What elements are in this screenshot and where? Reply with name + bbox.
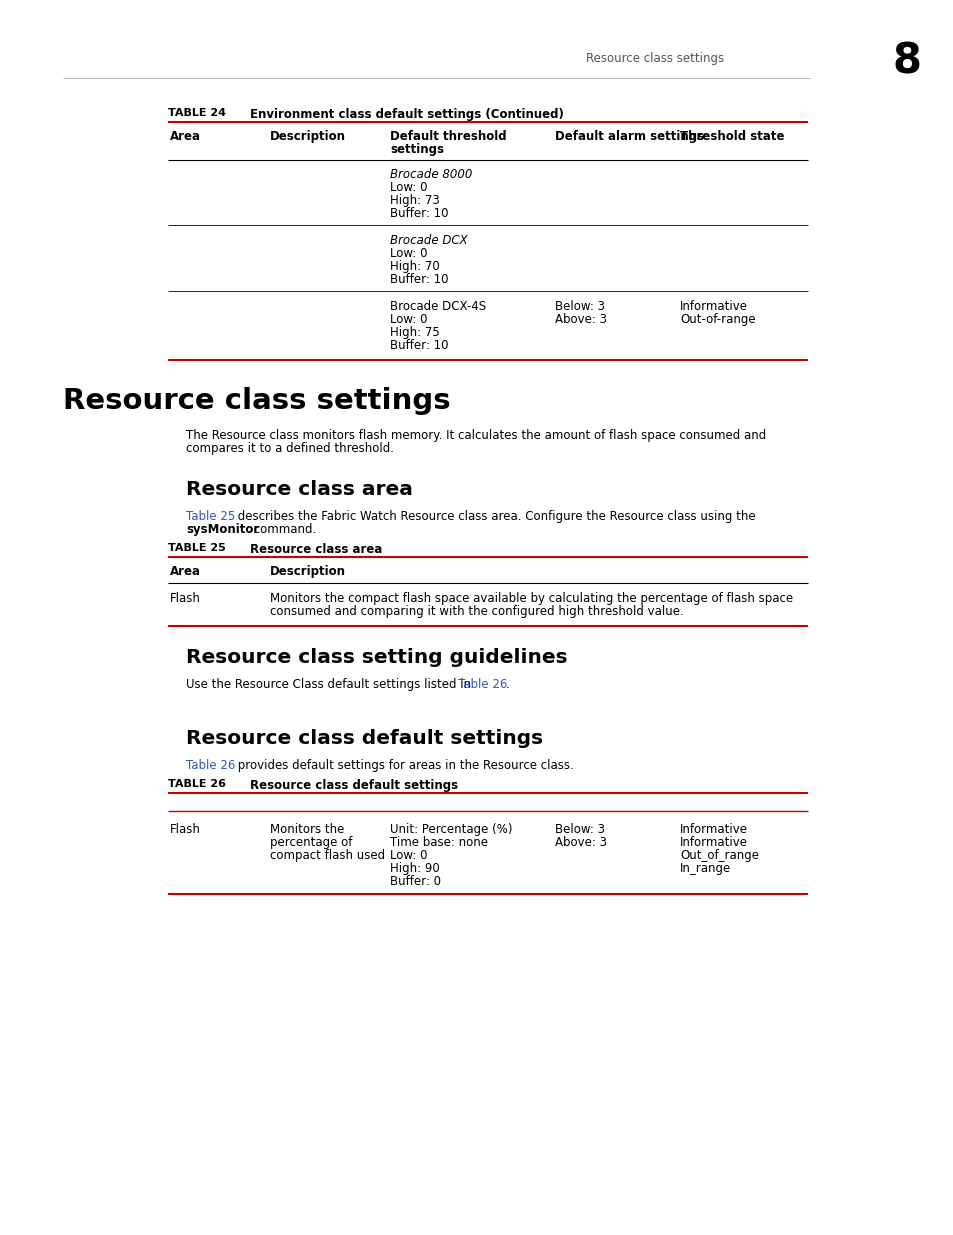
Text: Informative: Informative bbox=[679, 836, 747, 848]
Text: Time base: none: Time base: none bbox=[390, 836, 488, 848]
Text: Monitors the compact flash space available by calculating the percentage of flas: Monitors the compact flash space availab… bbox=[270, 592, 792, 605]
Text: Resource class default settings: Resource class default settings bbox=[186, 729, 542, 748]
Text: Resource class settings: Resource class settings bbox=[63, 387, 450, 415]
Text: settings: settings bbox=[390, 143, 443, 156]
Text: Area: Area bbox=[170, 130, 201, 143]
Text: High: 90: High: 90 bbox=[390, 862, 439, 876]
Text: Flash: Flash bbox=[170, 823, 201, 836]
Text: compact flash used: compact flash used bbox=[270, 848, 385, 862]
Text: Environment class default settings (Continued): Environment class default settings (Cont… bbox=[250, 107, 563, 121]
Text: sysMonitor: sysMonitor bbox=[186, 522, 259, 536]
Text: Above: 3: Above: 3 bbox=[555, 836, 606, 848]
Text: Monitors the: Monitors the bbox=[270, 823, 344, 836]
Text: Low: 0: Low: 0 bbox=[390, 247, 427, 261]
Text: Table 26: Table 26 bbox=[457, 678, 507, 692]
Text: Table 25: Table 25 bbox=[186, 510, 235, 522]
Text: Low: 0: Low: 0 bbox=[390, 848, 427, 862]
Text: describes the Fabric Watch Resource class area. Configure the Resource class usi: describes the Fabric Watch Resource clas… bbox=[233, 510, 755, 522]
Text: Brocade DCX: Brocade DCX bbox=[390, 233, 467, 247]
Text: 8: 8 bbox=[892, 40, 921, 82]
Text: consumed and comparing it with the configured high threshold value.: consumed and comparing it with the confi… bbox=[270, 605, 683, 618]
Text: Out_of_range: Out_of_range bbox=[679, 848, 759, 862]
Text: provides default settings for areas in the Resource class.: provides default settings for areas in t… bbox=[233, 760, 573, 772]
Text: Flash: Flash bbox=[170, 592, 201, 605]
Text: Buffer: 10: Buffer: 10 bbox=[390, 273, 448, 287]
Text: Brocade DCX-4S: Brocade DCX-4S bbox=[390, 300, 486, 312]
Text: Above: 3: Above: 3 bbox=[555, 312, 606, 326]
Text: High: 75: High: 75 bbox=[390, 326, 439, 338]
Text: command.: command. bbox=[250, 522, 315, 536]
Text: .: . bbox=[505, 678, 509, 692]
Text: Low: 0: Low: 0 bbox=[390, 182, 427, 194]
Text: Resource class default settings: Resource class default settings bbox=[250, 779, 457, 792]
Text: Brocade 8000: Brocade 8000 bbox=[390, 168, 472, 182]
Text: Buffer: 10: Buffer: 10 bbox=[390, 338, 448, 352]
Text: Resource class setting guidelines: Resource class setting guidelines bbox=[186, 648, 567, 667]
Text: Buffer: 0: Buffer: 0 bbox=[390, 876, 440, 888]
Text: Resource class settings: Resource class settings bbox=[585, 52, 723, 65]
Text: Default alarm settings: Default alarm settings bbox=[555, 130, 703, 143]
Text: Below: 3: Below: 3 bbox=[555, 300, 604, 312]
Text: High: 70: High: 70 bbox=[390, 261, 439, 273]
Text: Below: 3: Below: 3 bbox=[555, 823, 604, 836]
Text: TABLE 25: TABLE 25 bbox=[168, 543, 226, 553]
Text: TABLE 26: TABLE 26 bbox=[168, 779, 226, 789]
Text: Area: Area bbox=[170, 564, 201, 578]
Text: Resource class area: Resource class area bbox=[250, 543, 382, 556]
Text: Default threshold: Default threshold bbox=[390, 130, 506, 143]
Text: Buffer: 10: Buffer: 10 bbox=[390, 207, 448, 220]
Text: Unit: Percentage (%): Unit: Percentage (%) bbox=[390, 823, 512, 836]
Text: Informative: Informative bbox=[679, 300, 747, 312]
Text: Informative: Informative bbox=[679, 823, 747, 836]
Text: percentage of: percentage of bbox=[270, 836, 352, 848]
Text: Description: Description bbox=[270, 130, 346, 143]
Text: TABLE 24: TABLE 24 bbox=[168, 107, 226, 119]
Text: Low: 0: Low: 0 bbox=[390, 312, 427, 326]
Text: High: 73: High: 73 bbox=[390, 194, 439, 207]
Text: Resource class area: Resource class area bbox=[186, 480, 413, 499]
Text: Description: Description bbox=[270, 564, 346, 578]
Text: Table 26: Table 26 bbox=[186, 760, 235, 772]
Text: Out-of-range: Out-of-range bbox=[679, 312, 755, 326]
Text: Use the Resource Class default settings listed in: Use the Resource Class default settings … bbox=[186, 678, 475, 692]
Text: The Resource class monitors flash memory. It calculates the amount of flash spac: The Resource class monitors flash memory… bbox=[186, 429, 765, 442]
Text: In_range: In_range bbox=[679, 862, 731, 876]
Text: Threshold state: Threshold state bbox=[679, 130, 783, 143]
Text: compares it to a defined threshold.: compares it to a defined threshold. bbox=[186, 442, 394, 454]
